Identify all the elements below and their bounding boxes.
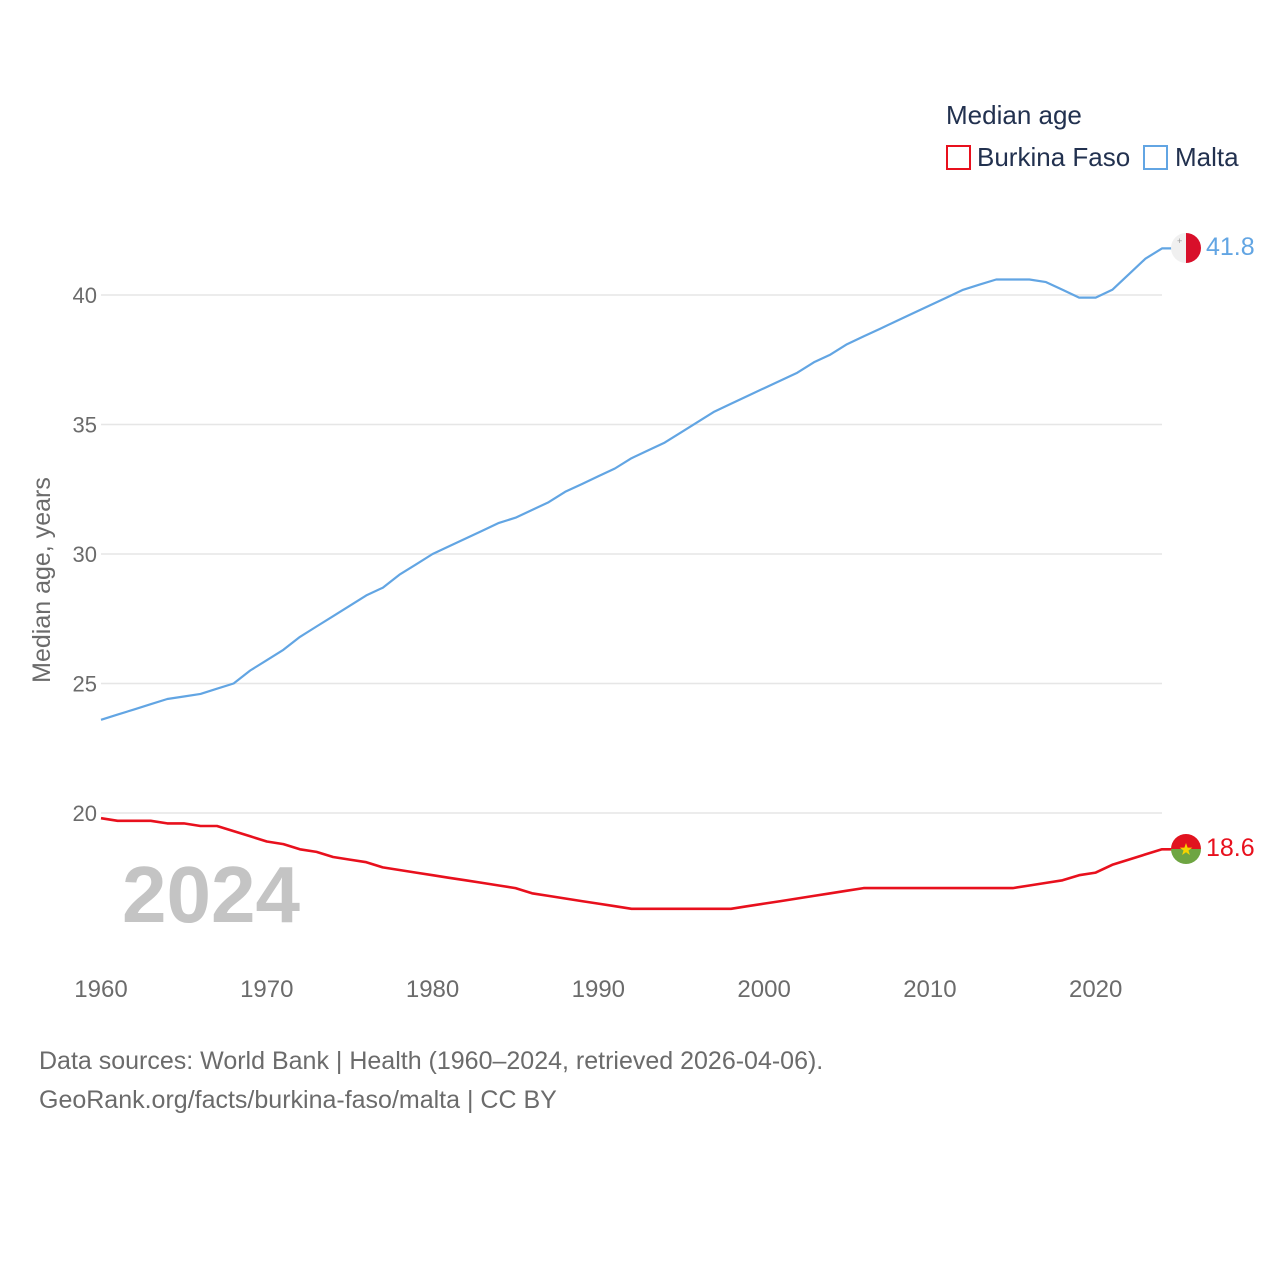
legend-title: Median age [946, 100, 1082, 130]
x-axis-ticks: 1960 1970 1980 1990 2000 2010 2020 [74, 976, 1122, 1003]
x-tick-label: 2000 [737, 976, 790, 1003]
end-value-malta: 41.8 [1206, 233, 1255, 261]
malta-flag-icon: + [1171, 233, 1201, 263]
y-tick-label: 35 [73, 413, 97, 438]
legend-item-malta[interactable]: Malta [1143, 142, 1239, 172]
series-line-malta[interactable] [100, 247, 1172, 721]
y-axis-label: Median age, years [28, 477, 56, 683]
legend-item-burkina-faso[interactable]: Burkina Faso [946, 142, 1130, 172]
x-tick-label: 2010 [903, 976, 956, 1003]
x-tick-label: 2020 [1069, 976, 1122, 1003]
series-lines [100, 247, 1172, 911]
legend-swatch-malta [1143, 145, 1168, 170]
y-tick-label: 25 [73, 672, 97, 697]
legend-swatch-burkina-faso [946, 145, 971, 170]
y-tick-label: 30 [73, 542, 97, 567]
x-tick-label: 1970 [240, 976, 293, 1003]
gridlines [101, 294, 1162, 814]
source-line-2[interactable]: GeoRank.org/facts/burkina-faso/malta | C… [39, 1086, 557, 1114]
burkina-faso-flag-icon [1171, 834, 1201, 864]
svg-text:+: + [1177, 236, 1182, 246]
legend: Median age Burkina Faso Malta [946, 100, 1239, 172]
y-tick-label: 40 [73, 283, 97, 308]
x-tick-label: 1960 [74, 976, 127, 1003]
x-tick-label: 1990 [572, 976, 625, 1003]
year-label: 2024 [122, 850, 300, 939]
y-axis-ticks: 20 25 30 35 40 [73, 283, 97, 826]
x-tick-label: 1980 [406, 976, 459, 1003]
legend-label-burkina-faso: Burkina Faso [977, 142, 1130, 172]
series-line-burkina-faso[interactable] [100, 816, 1172, 911]
legend-label-malta: Malta [1175, 142, 1239, 172]
source-line-1: Data sources: World Bank | Health (1960–… [39, 1047, 823, 1075]
end-value-burkina-faso: 18.6 [1206, 834, 1255, 862]
y-tick-label: 20 [73, 801, 97, 826]
